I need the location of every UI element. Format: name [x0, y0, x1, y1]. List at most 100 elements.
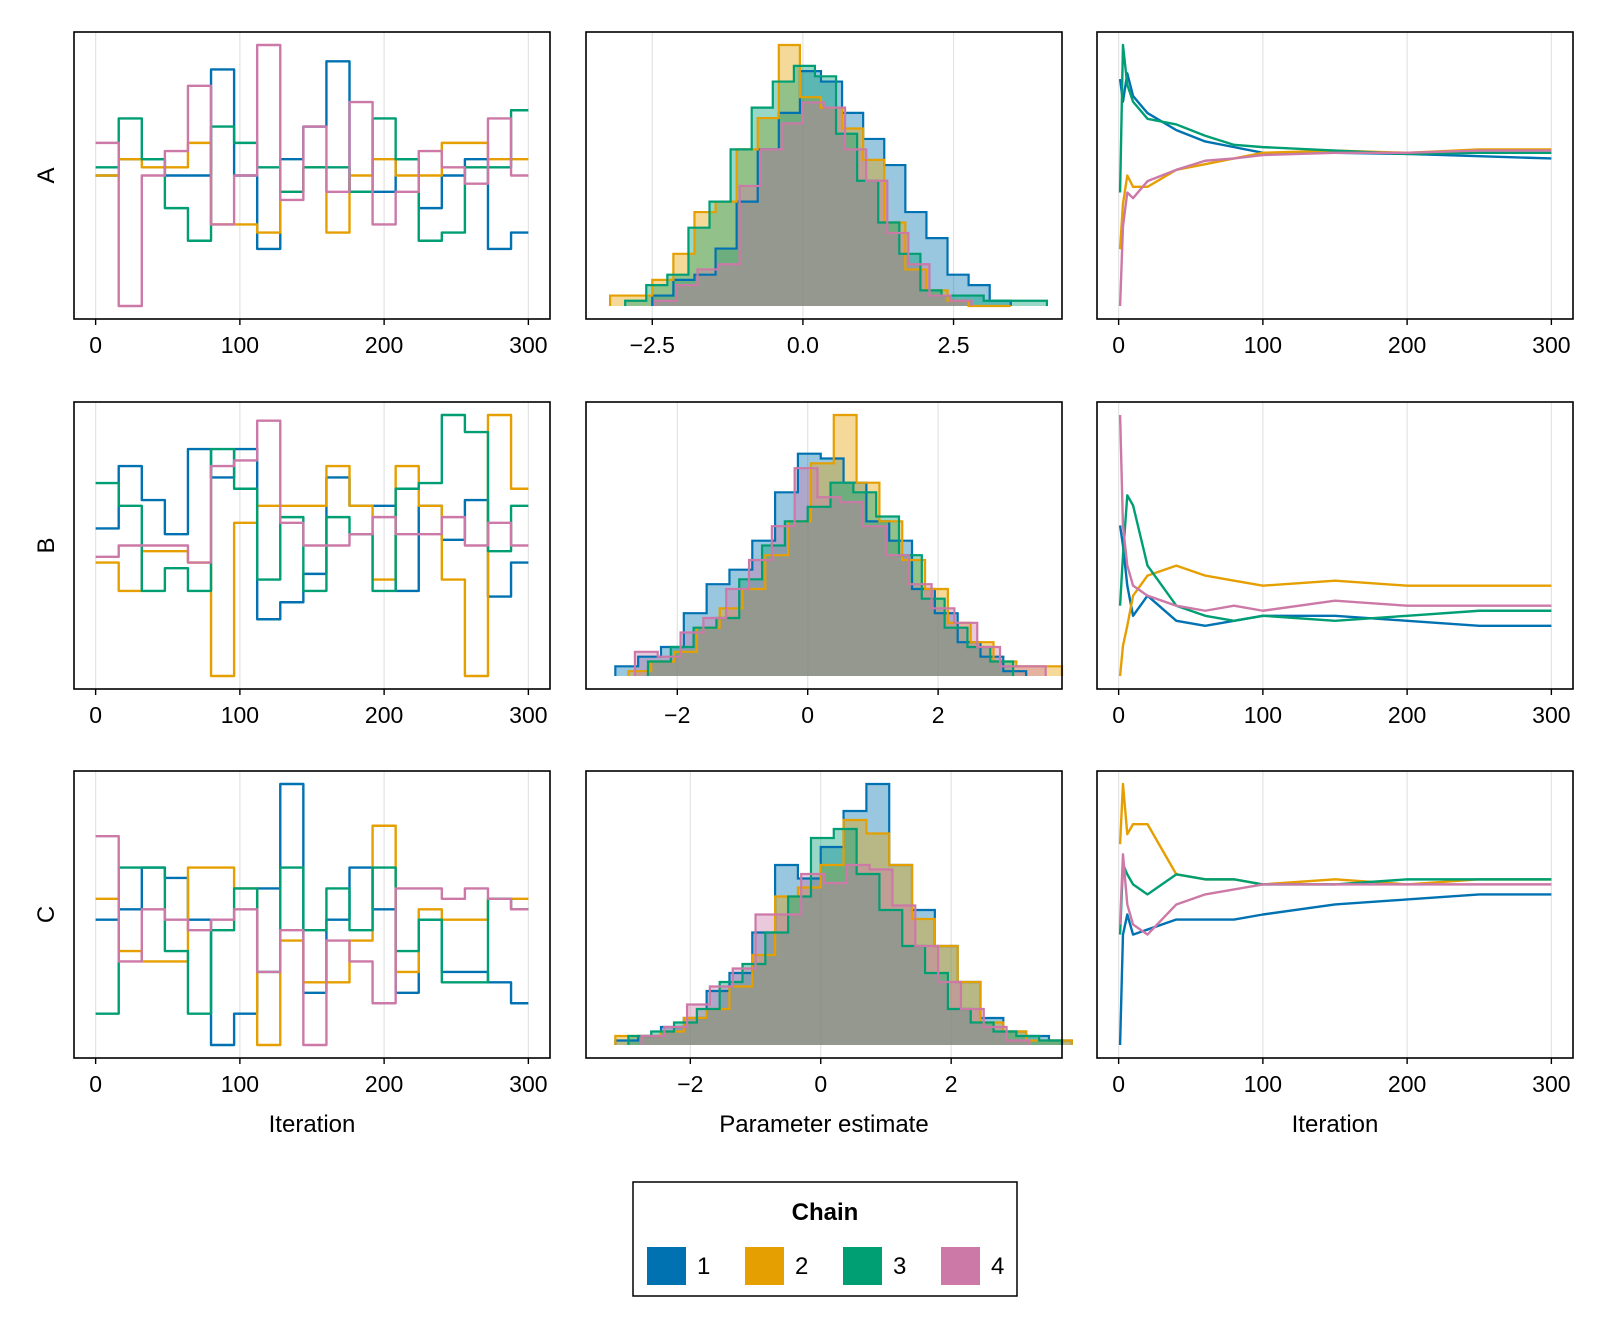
x-tick-label: 200 — [1388, 702, 1426, 728]
trace-line-chain-3 — [95, 866, 529, 1015]
panel-running-mean-A: 0 100 200 300 — [1096, 31, 1574, 358]
trace-line-chain-4 — [95, 419, 529, 564]
running-mean-line-chain-3 — [1118, 43, 1552, 193]
x-axis-label: Parameter estimate — [719, 1111, 928, 1138]
hist-fill-chain-4 — [634, 468, 1046, 676]
x-tick-label: 0 — [1112, 332, 1125, 358]
panel-trace-A: 0 100 200 300 A — [33, 31, 551, 358]
x-tick-label: 200 — [1388, 1071, 1426, 1097]
plot-area — [95, 43, 529, 308]
legend-swatch-chain-3 — [843, 1247, 882, 1285]
x-tick-label: −2 — [664, 702, 690, 728]
plot-area — [1118, 414, 1552, 677]
y-axis-label: A — [33, 167, 60, 183]
panel-frame — [73, 31, 551, 320]
panel-density-C: −2 0 2 Parameter estimate — [585, 770, 1073, 1138]
x-tick-label: 0 — [89, 702, 102, 728]
x-tick-label: 0 — [89, 332, 102, 358]
panel-density-A: −2.5 0.0 2.5 — [585, 31, 1063, 358]
hist-outline-chain-3 — [646, 481, 1015, 676]
legend: Chain 1 2 3 4 — [632, 1181, 1018, 1297]
x-tick-label: 0.0 — [787, 332, 819, 358]
legend-swatch-chain-4 — [941, 1247, 980, 1285]
x-tick-label: 100 — [1244, 702, 1282, 728]
x-tick-label: 300 — [1532, 1071, 1570, 1097]
hist-fill-chain-3 — [647, 482, 1014, 676]
legend-label-chain-2: 2 — [795, 1253, 808, 1280]
x-tick-label: 200 — [1388, 332, 1426, 358]
panel-running-mean-B: 0 100 200 300 — [1096, 401, 1574, 728]
running-mean-line-chain-3 — [1118, 863, 1552, 935]
y-axis-label: B — [33, 537, 60, 553]
running-mean-line-chain-4 — [1118, 149, 1552, 307]
x-tick-label: 300 — [509, 702, 547, 728]
plot-area — [1118, 782, 1552, 1046]
panel-frame — [585, 770, 1063, 1059]
x-tick-label: 100 — [221, 1071, 259, 1097]
hist-fill-chain-2 — [610, 45, 1011, 306]
running-mean-line-chain-3 — [1118, 494, 1552, 622]
trace-line-chain-3 — [95, 413, 529, 593]
hist-fill-chain-3 — [625, 65, 1047, 306]
plot-area — [1118, 43, 1552, 307]
x-axis-label: Iteration — [269, 1111, 356, 1138]
trace-line-chain-2 — [95, 413, 529, 678]
plot-area — [609, 43, 1049, 308]
hist-fill-chain-1 — [615, 453, 1027, 676]
panel-density-B: −2 0 2 — [585, 401, 1064, 728]
hist-outline-chain-4 — [640, 863, 1031, 1045]
plot-area — [614, 413, 1064, 676]
hist-fill-chain-4 — [641, 865, 1030, 1045]
y-axis-label: C — [33, 906, 60, 923]
x-tick-label: 300 — [1532, 702, 1570, 728]
panel-trace-C: 0 100 200 300 C Iteration — [33, 770, 551, 1138]
hist-outline-chain-4 — [633, 467, 1047, 676]
x-tick-label: 100 — [221, 332, 259, 358]
panel-frame — [73, 401, 551, 690]
panel-running-mean-C: 0 100 200 300 Iteration — [1096, 770, 1574, 1138]
panel-frame — [1096, 31, 1574, 320]
x-tick-label: 100 — [1244, 332, 1282, 358]
plot-area — [614, 782, 1073, 1045]
plot-area — [95, 413, 529, 678]
x-tick-label: 300 — [509, 1071, 547, 1097]
x-tick-label: 200 — [365, 332, 403, 358]
x-tick-label: 100 — [221, 702, 259, 728]
panel-frame — [585, 31, 1063, 320]
x-tick-label: 2 — [932, 702, 945, 728]
hist-fill-chain-3 — [628, 829, 1062, 1045]
legend-label-chain-3: 3 — [893, 1253, 906, 1280]
x-axis-label: Iteration — [1292, 1111, 1379, 1138]
trace-line-chain-2 — [95, 824, 529, 1047]
x-tick-label: 2 — [945, 1071, 958, 1097]
trace-line-chain-1 — [95, 60, 529, 251]
hist-fill-chain-1 — [652, 71, 1011, 306]
x-tick-label: 0 — [1112, 1071, 1125, 1097]
x-tick-label: −2.5 — [630, 332, 675, 358]
legend-title: Chain — [792, 1199, 859, 1226]
x-tick-label: 300 — [1532, 332, 1570, 358]
x-tick-label: 200 — [365, 702, 403, 728]
hist-outline-chain-1 — [614, 452, 1028, 676]
x-tick-label: 0 — [801, 702, 814, 728]
running-mean-line-chain-2 — [1118, 782, 1552, 886]
running-mean-line-chain-1 — [1118, 893, 1552, 1046]
running-mean-line-chain-2 — [1118, 564, 1552, 677]
plot-area — [95, 782, 529, 1047]
hist-outline-chain-1 — [651, 70, 1012, 306]
trace-line-chain-1 — [95, 447, 529, 621]
running-mean-line-chain-1 — [1118, 72, 1552, 160]
panel-frame — [73, 770, 551, 1059]
hist-fill-chain-2 — [628, 415, 1062, 676]
running-mean-line-chain-4 — [1118, 414, 1552, 612]
trace-line-chain-1 — [95, 782, 529, 1047]
panel-frame — [1096, 401, 1574, 690]
panel-frame — [585, 401, 1063, 690]
legend-label-chain-1: 1 — [697, 1253, 710, 1280]
x-tick-label: 200 — [365, 1071, 403, 1097]
legend-swatch-chain-1 — [647, 1247, 686, 1285]
panel-frame — [1096, 770, 1574, 1059]
running-mean-line-chain-4 — [1118, 853, 1552, 936]
hist-outline-chain-4 — [654, 101, 973, 306]
